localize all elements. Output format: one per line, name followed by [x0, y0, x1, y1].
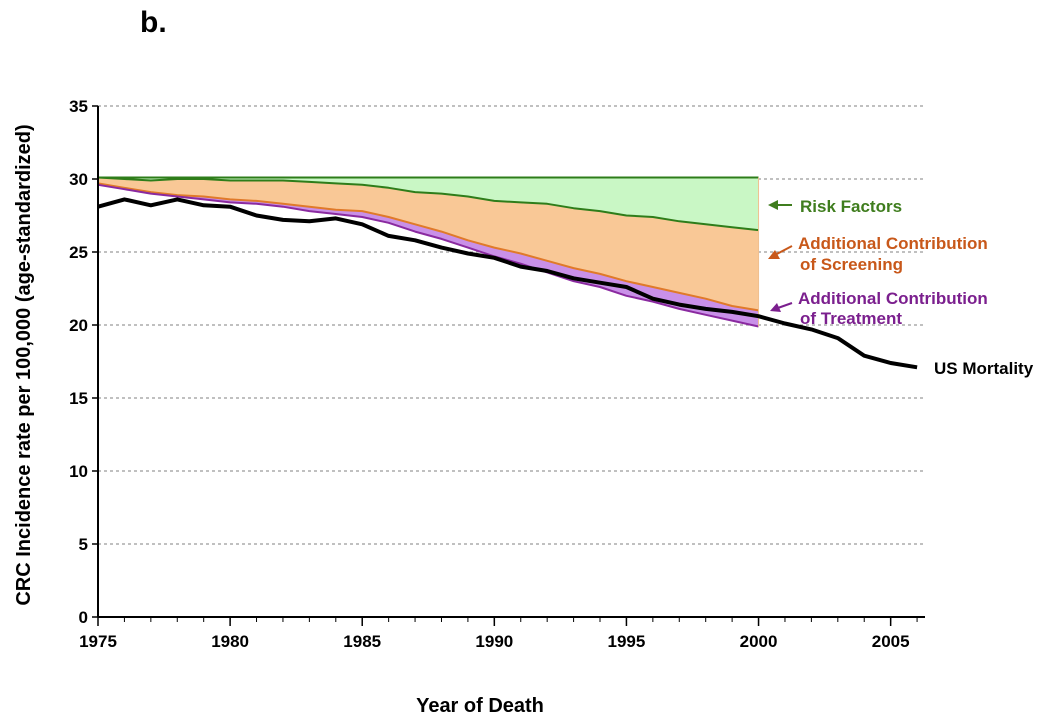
risk-factors-arrowhead: [768, 200, 778, 210]
screening-arrowhead: [768, 250, 780, 259]
x-tick-label-1980: 1980: [211, 632, 249, 651]
y-tick-label-0: 0: [79, 608, 88, 627]
y-tick-label-10: 10: [69, 462, 88, 481]
y-tick-label-5: 5: [79, 535, 88, 554]
risk-factors-area: [98, 177, 759, 231]
panel-label: b.: [140, 6, 167, 39]
x-tick-label-2005: 2005: [872, 632, 910, 651]
y-tick-label-30: 30: [69, 170, 88, 189]
screening-annotation: Additional Contribution of Screening: [768, 234, 988, 274]
x-tick-label-2000: 2000: [740, 632, 778, 651]
tick-labels: 0 5 10 15 20 25 30 35 1975 1980 1985 1990 1995 2000 20…: [69, 97, 909, 651]
treatment-line: [97, 183, 759, 328]
us-mortality-line: [97, 197, 918, 370]
treatment-label-line-2: of Treatment: [800, 309, 902, 328]
screening-label-line-2: of Screening: [800, 255, 903, 274]
x-axis-title: Year of Death: [416, 695, 544, 716]
treatment-arrowhead: [770, 303, 781, 312]
series-lines: [97, 176, 918, 370]
y-tick-label-20: 20: [69, 316, 88, 335]
y-axis-title: CRC Incidence rate per 100,000 (age-stan…: [13, 124, 35, 605]
treatment-label-line-1: Additional Contribution: [798, 289, 988, 308]
y-tick-label-25: 25: [69, 243, 88, 262]
x-tick-label-1975: 1975: [79, 632, 117, 651]
x-tick-label-1985: 1985: [343, 632, 381, 651]
treatment-annotation: Additional Contribution of Treatment: [770, 289, 988, 328]
risk-factors-line: [97, 176, 759, 232]
annotations: Risk Factors Additional Contribution of …: [768, 197, 1034, 378]
y-tick-label-15: 15: [69, 389, 88, 408]
us-mortality-label: US Mortality: [934, 359, 1034, 378]
x-tick-label-1995: 1995: [608, 632, 646, 651]
y-tick-label-35: 35: [69, 97, 88, 116]
risk-factors-annotation: Risk Factors: [768, 197, 902, 216]
axes: [92, 105, 925, 626]
screening-label-line-1: Additional Contribution: [798, 234, 988, 253]
x-tick-label-1990: 1990: [475, 632, 513, 651]
screening-line: [97, 182, 759, 312]
risk-factors-label: Risk Factors: [800, 197, 902, 216]
